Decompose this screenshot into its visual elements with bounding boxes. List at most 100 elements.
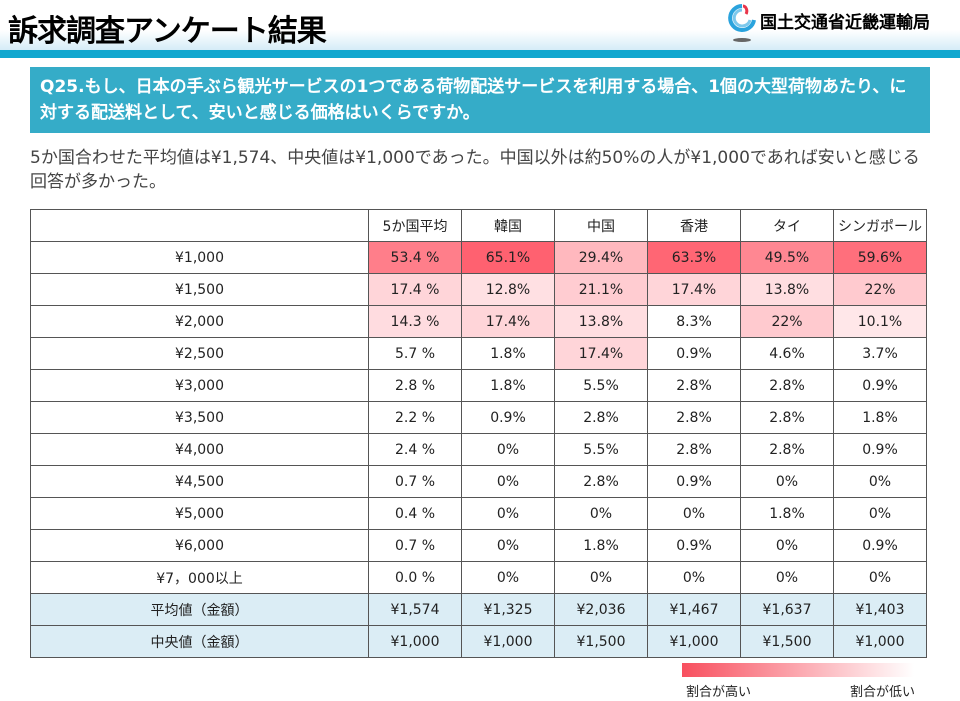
stat-cell: ¥1,467 [647,593,741,626]
row-label: ¥4,000 [30,433,369,466]
percent-cell: 2.8% [554,465,648,498]
column-header: タイ [740,209,834,242]
row-label: ¥7，000以上 [30,561,369,594]
percent-cell: 5.7 % [368,337,462,370]
column-header: 韓国 [461,209,555,242]
percent-cell: 4.6% [740,337,834,370]
row-label: ¥3,500 [30,401,369,434]
percent-cell: 21.1% [554,273,648,306]
percent-cell: 2.8% [740,369,834,402]
stat-cell: ¥1,000 [461,625,555,658]
percent-cell: 0% [554,497,648,530]
percent-cell: 0% [740,561,834,594]
table-row: ¥1,500 17.4 % 12.8% 21.1% 17.4% 13.8% 22% [30,273,927,306]
percent-cell: 1.8% [740,497,834,530]
stat-cell: ¥1,403 [833,593,927,626]
stat-label: 平均値（金額） [30,593,369,626]
table-row: ¥4,000 2.4 % 0% 5.5% 2.8% 2.8% 0.9% [30,433,927,466]
row-label: ¥2,000 [30,305,369,338]
row-label: ¥6,000 [30,529,369,562]
percent-cell: 0% [554,561,648,594]
table-row: ¥2,000 14.3 % 17.4% 13.8% 8.3% 22% 10.1% [30,305,927,338]
percent-cell: 0% [461,497,555,530]
percent-cell: 2.8% [740,433,834,466]
row-label: ¥4,500 [30,465,369,498]
percent-cell: 0.7 % [368,465,462,498]
percent-cell: 2.4 % [368,433,462,466]
results-table: 5か国平均 韓国 中国 香港 タイ シンガポール ¥1,000 53.4 % 65.1% 29.4… [30,209,927,658]
summary-text: 5か国合わせた平均値は¥1,574、中央値は¥1,000であった。中国以外は約5… [30,148,920,192]
percent-cell: 2.8% [740,401,834,434]
percent-cell: 0.9% [461,401,555,434]
table-row: ¥4,500 0.7 % 0% 2.8% 0.9% 0% 0% [30,465,927,498]
percent-cell: 0% [833,497,927,530]
percent-cell: 8.3% [647,305,741,338]
percent-cell: 13.8% [554,305,648,338]
column-header: 中国 [554,209,648,242]
percent-cell: 0% [647,561,741,594]
percent-cell: 49.5% [740,241,834,274]
percent-cell: 0.9% [833,369,927,402]
column-header: 香港 [647,209,741,242]
percent-cell: 5.5% [554,433,648,466]
table-row: ¥6,000 0.7 % 0% 1.8% 0.9% 0% 0.9% [30,529,927,562]
percent-cell: 10.1% [833,305,927,338]
percent-cell: 0.9% [833,433,927,466]
percent-cell: 0.4 % [368,497,462,530]
percent-cell: 1.8% [833,401,927,434]
percent-cell: 0% [461,465,555,498]
percent-cell: 0% [647,497,741,530]
percent-cell: 0% [740,529,834,562]
percent-cell: 2.8% [647,433,741,466]
percent-cell: 17.4 % [368,273,462,306]
table-header-row: 5か国平均 韓国 中国 香港 タイ シンガポール [30,209,927,242]
percent-cell: 22% [833,273,927,306]
percent-cell: 2.8% [554,401,648,434]
row-label: ¥1,500 [30,273,369,306]
table-row: ¥3,500 2.2 % 0.9% 2.8% 2.8% 2.8% 1.8% [30,401,927,434]
row-label: ¥2,500 [30,337,369,370]
percent-cell: 0% [461,529,555,562]
percent-cell: 5.5% [554,369,648,402]
stat-cell: ¥1,000 [833,625,927,658]
percent-cell: 0.0 % [368,561,462,594]
percent-cell: 0% [740,465,834,498]
percent-cell: 0.9% [647,529,741,562]
question-box: Q25.もし、日本の手ぶら観光サービスの1つである荷物配送サービスを利用する場合… [30,67,930,133]
percent-cell: 0% [833,561,927,594]
page-title: 訴求調査アンケート結果 [8,14,327,49]
stat-label: 中央値（金額） [30,625,369,658]
stat-cell: ¥1,325 [461,593,555,626]
percent-cell: 1.8% [461,337,555,370]
table-row: ¥5,000 0.4 % 0% 0% 0% 1.8% 0% [30,497,927,530]
organization-name: 国土交通省近畿運輸局 [760,13,930,33]
percent-cell: 12.8% [461,273,555,306]
header-blank-cell [30,209,369,242]
table-row: ¥2,500 5.7 % 1.8% 17.4% 0.9% 4.6% 3.7% [30,337,927,370]
column-header: 5か国平均 [368,209,462,242]
percent-cell: 0.9% [833,529,927,562]
percent-cell: 14.3 % [368,305,462,338]
legend-high-label: 割合が高い [686,685,752,700]
percent-cell: 0.9% [647,465,741,498]
header-band [0,0,960,50]
stat-row: 平均値（金額） ¥1,574 ¥1,325 ¥2,036 ¥1,467 ¥1,637 ¥1,… [30,593,927,626]
percent-cell: 29.4% [554,241,648,274]
table-row: ¥7，000以上 0.0 % 0% 0% 0% 0% 0% [30,561,927,594]
ministry-logo-icon [728,4,756,42]
column-header: シンガポール [833,209,927,242]
stat-cell: ¥1,574 [368,593,462,626]
percent-cell: 2.8 % [368,369,462,402]
percent-cell: 3.7% [833,337,927,370]
table-row: ¥3,000 2.8 % 1.8% 5.5% 2.8% 2.8% 0.9% [30,369,927,402]
percent-cell: 13.8% [740,273,834,306]
percent-cell: 2.2 % [368,401,462,434]
stat-cell: ¥1,637 [740,593,834,626]
stat-cell: ¥1,500 [554,625,648,658]
percent-cell: 0% [461,561,555,594]
stat-cell: ¥1,000 [647,625,741,658]
row-label: ¥1,000 [30,241,369,274]
header-divider [0,50,960,58]
stat-cell: ¥1,000 [368,625,462,658]
percent-cell: 1.8% [554,529,648,562]
